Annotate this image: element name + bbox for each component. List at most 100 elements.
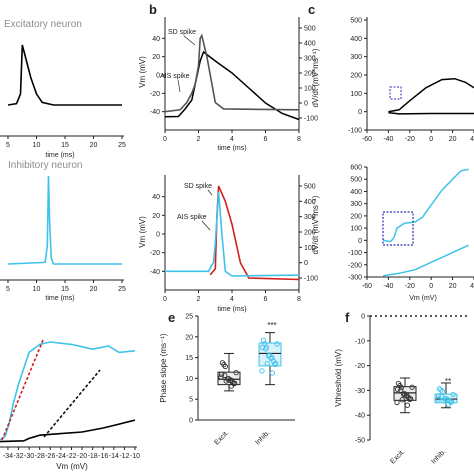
x-tick-label: 0 <box>163 136 167 143</box>
y-tick-label: 400 <box>304 199 316 206</box>
data-point <box>445 401 452 407</box>
panel-label-b: b <box>149 2 157 17</box>
y-tick-label: 0 <box>304 260 308 267</box>
panel-a-bottom: 5 10 15 20 25 time (ms) <box>0 175 126 302</box>
data-point <box>404 402 411 408</box>
excitatory-trace <box>0 419 136 443</box>
phase-plot-trace <box>382 168 469 243</box>
data-point <box>435 393 442 399</box>
y-tick-label: 300 <box>350 54 362 61</box>
category-label: Inhib. <box>254 429 271 446</box>
voltage-trace <box>7 175 122 265</box>
y-tick-label: 20 <box>185 334 193 341</box>
y-tick-label: 200 <box>304 230 316 237</box>
sd-spike-pointer <box>207 189 213 196</box>
y-tick-label: 0 <box>189 418 193 425</box>
panel-b-bottom: 0 2 4 6 8 -40 -20 0 20 40 -100 0 100 200 300 400 500 tim… <box>138 175 318 313</box>
data-point <box>264 361 270 367</box>
x-tick-label: 25 <box>118 286 126 293</box>
y-tick-label: 600 <box>350 165 362 172</box>
data-point <box>259 368 265 374</box>
x-tick-label: -30 <box>24 453 34 460</box>
y-tick-label: 5 <box>189 397 193 404</box>
x-tick-label: 4 <box>230 296 234 303</box>
y-tick-label: 100 <box>304 245 316 252</box>
x-tick-label: -18 <box>88 453 98 460</box>
data-point <box>263 344 269 350</box>
y-tick-label: 0 <box>156 73 160 80</box>
x-axis-label: Vm (mV) <box>56 462 88 471</box>
phase-plot-trace <box>388 111 474 115</box>
y-tick-label: -40 <box>355 413 365 420</box>
x-tick-label: -22 <box>66 453 76 460</box>
panel-c-top: -60 -40 -20 0 20 40 -100 0 100 200 300 400 500 dV/dt… <box>311 17 474 143</box>
y-tick-label: -10 <box>355 338 365 345</box>
y-axis-label: Vm (mV) <box>138 56 147 88</box>
data-point <box>398 384 404 391</box>
x-tick-label: -20 <box>405 283 415 290</box>
y-tick-label: -20 <box>150 91 160 98</box>
sd-spike-pointer <box>183 35 196 46</box>
y-tick-label: 200 <box>350 73 362 80</box>
data-point <box>435 396 441 402</box>
x-tick-label: -14 <box>109 453 119 460</box>
ais-spike-pointer <box>177 79 181 93</box>
x-axis-label: time (ms) <box>45 295 74 302</box>
y-tick-label: 100 <box>304 86 316 93</box>
x-tick-label: 20 <box>90 286 98 293</box>
y-tick-label: 400 <box>350 36 362 43</box>
zoom-box <box>382 211 414 246</box>
category-label: Inhib. <box>430 448 447 465</box>
y-tick-label: 100 <box>350 226 362 233</box>
data-point <box>442 396 448 402</box>
panel-label-e: e <box>168 310 175 325</box>
y-tick-label: -100 <box>304 276 318 283</box>
y-tick-label: 0 <box>304 101 308 108</box>
y-tick-label: -200 <box>348 262 362 269</box>
y-tick-label: 400 <box>304 41 316 48</box>
y-tick-label: 500 <box>350 18 362 25</box>
y-tick-label: 300 <box>304 214 316 221</box>
x-tick-label: -10 <box>130 453 140 460</box>
dvdt-trace <box>209 185 300 281</box>
y-axis-label: Vthreshold (mV) <box>334 349 343 407</box>
panel-e: 0 5 10 15 20 25 Phase slope (ms⁻¹) Excit. Inhi… <box>159 314 295 447</box>
x-tick-label: -12 <box>119 453 129 460</box>
data-point <box>222 363 228 370</box>
y-tick-label: 100 <box>350 91 362 98</box>
y-tick-label: 300 <box>350 201 362 208</box>
ais-spike-pointer <box>201 220 211 231</box>
excitatory-neuron-label: Excitatory neuron <box>4 19 82 30</box>
y-tick-label: -30 <box>355 388 365 395</box>
data-point <box>272 361 278 367</box>
data-point <box>269 370 276 376</box>
y-tick-label: 0 <box>358 109 362 116</box>
data-point <box>438 387 444 393</box>
phase-plot-trace <box>388 77 474 113</box>
y-tick-label: -20 <box>150 250 160 257</box>
y-tick-label: 0 <box>156 232 160 239</box>
y-tick-label: 500 <box>304 26 316 33</box>
y-tick-label: 500 <box>350 177 362 184</box>
x-tick-label: 20 <box>90 142 98 149</box>
x-tick-label: 2 <box>197 296 201 303</box>
y-axis-label: dV/dt (mV*ms⁻¹) <box>311 48 320 107</box>
y-tick-label: 200 <box>350 213 362 220</box>
phase-plot-trace <box>382 244 469 277</box>
x-axis-label: time (ms) <box>217 306 246 313</box>
x-tick-label: 8 <box>297 136 301 143</box>
data-point <box>401 391 407 397</box>
y-tick-label: -300 <box>348 275 362 282</box>
panel-f: -50 -40 -30 -20 -10 0 Vthreshold (mV) Excit. I… <box>334 314 470 466</box>
x-tick-label: 5 <box>6 142 10 149</box>
significance-marker: *** <box>267 321 276 330</box>
data-point <box>222 372 228 379</box>
red-fit-line <box>1 339 44 441</box>
y-tick-label: 0 <box>361 314 365 321</box>
x-tick-label: 15 <box>61 142 69 149</box>
y-tick-label: 10 <box>185 376 193 383</box>
y-tick-label: 400 <box>350 189 362 196</box>
y-tick-label: 15 <box>185 355 193 362</box>
sd-spike-annotation: SD spike <box>168 29 196 36</box>
